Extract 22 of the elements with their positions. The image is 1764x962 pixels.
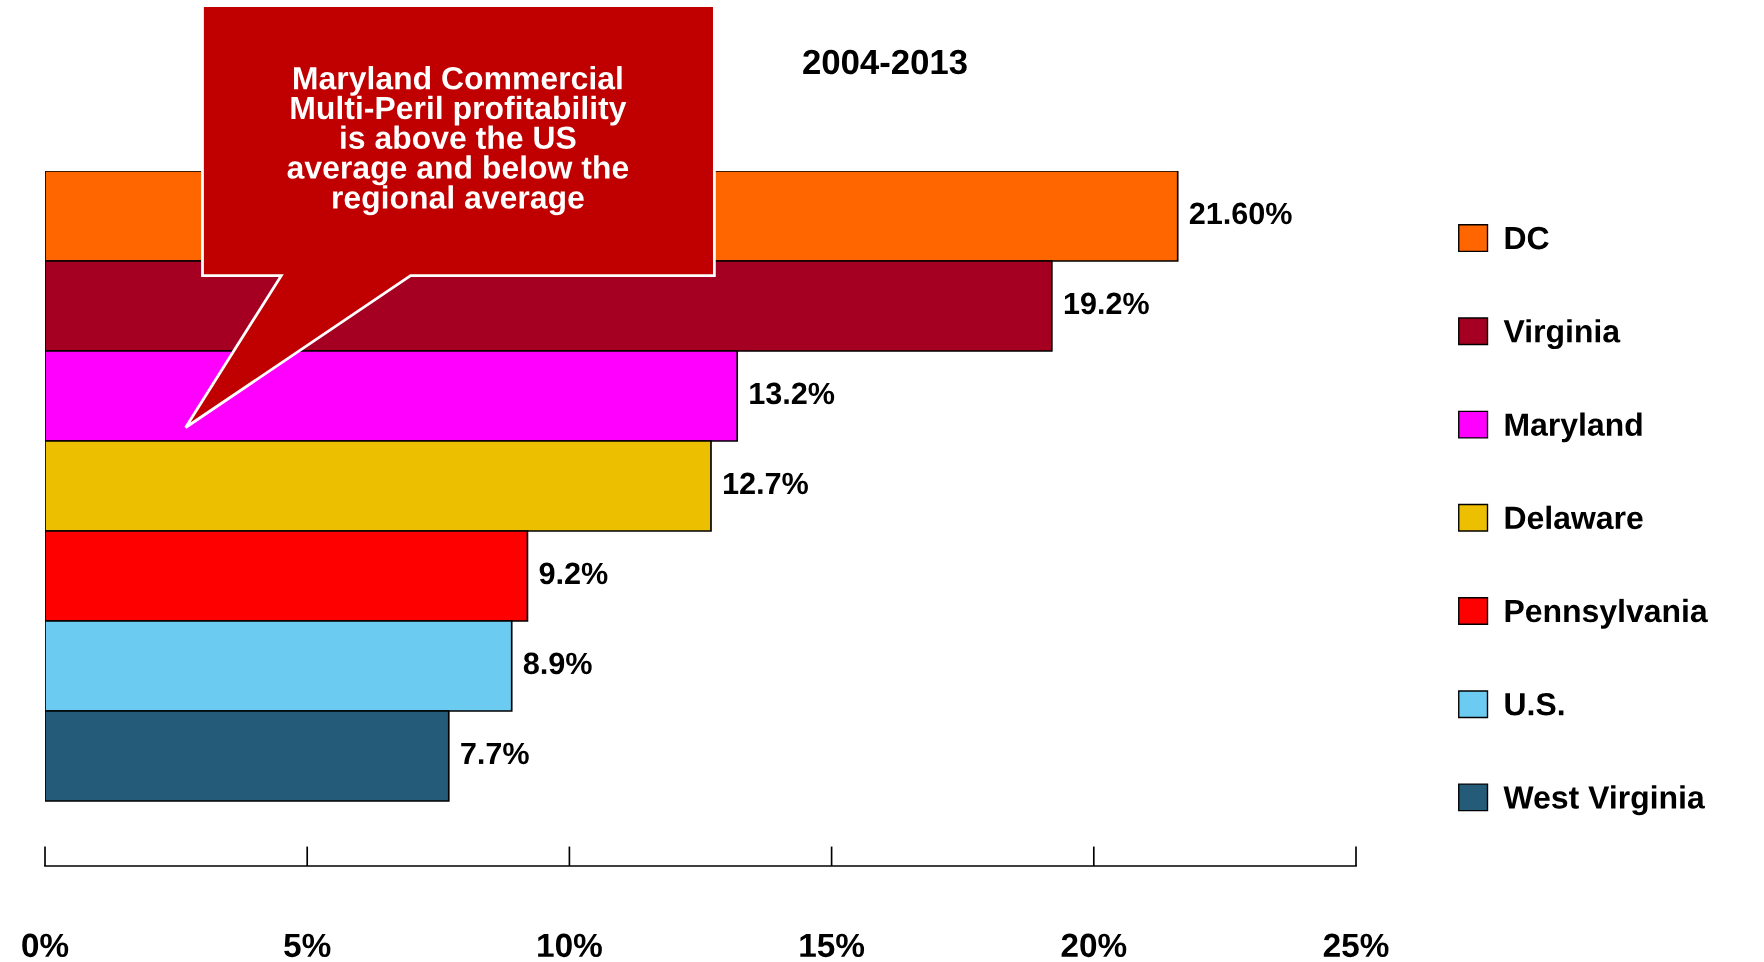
x-tick-label: 0% [22,933,69,958]
chart-title: 2004-2013 [803,49,967,75]
x-tick-label: 10% [538,933,602,958]
legend-label: U.S. [1505,692,1564,716]
data-label: 8.9% [523,652,592,675]
x-tick-label: 20% [1061,933,1127,958]
legend-label: Delaware [1505,505,1643,530]
x-tick-label: 25% [1323,933,1389,958]
legend-label: Pennsylvania [1505,598,1708,629]
data-label: 7.7% [461,742,529,765]
legend-label: Virginia [1503,319,1621,350]
data-label: 19.2% [1064,292,1149,315]
legend-label: Maryland [1505,412,1642,443]
data-label: 9.2% [539,562,608,585]
legend-label: West Virginia [1503,785,1705,816]
annotation: Maryland Commercial Multi-Peril profitability is above the US average and below the regional average [287,66,629,216]
legend-label: DC [1505,226,1549,250]
x-tick-label: 15% [800,933,865,958]
x-tick-label: 5% [284,933,331,958]
data-label: 12.7% [724,472,808,495]
data-label: 13.2% [750,382,835,405]
data-label: 21.60% [1189,202,1292,225]
